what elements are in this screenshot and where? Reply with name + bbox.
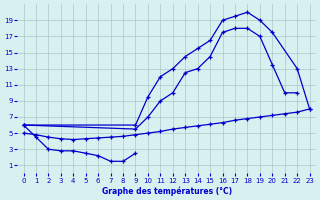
X-axis label: Graphe des températures (°C): Graphe des températures (°C) — [101, 186, 232, 196]
